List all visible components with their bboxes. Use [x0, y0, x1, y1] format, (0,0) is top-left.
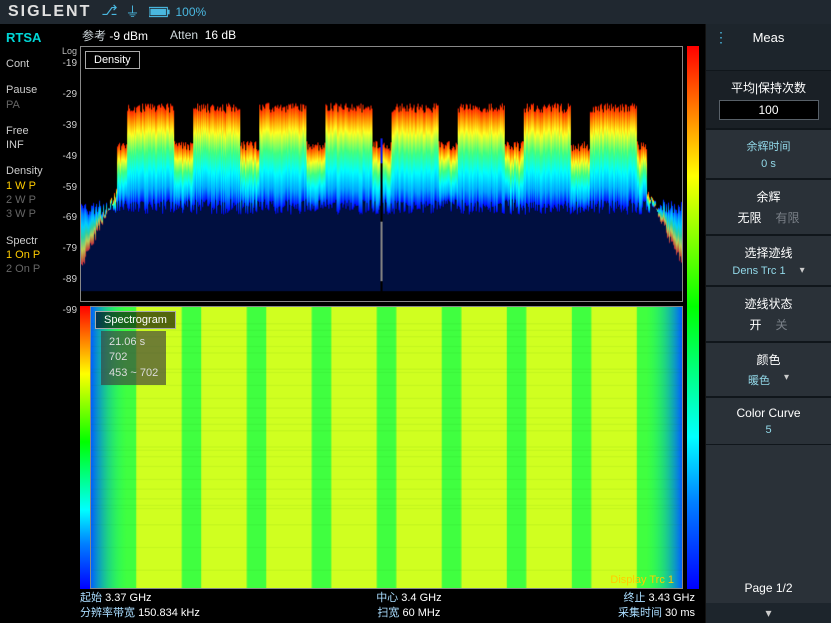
- power-icon: ⏚: [125, 2, 139, 22]
- menu-select-trace[interactable]: 选择迹线 Dens Trc 1▾: [706, 235, 831, 286]
- menu-dots-icon[interactable]: ⋮: [714, 29, 728, 46]
- parameter-bar: 参考 -9 dBm Atten 16 dB: [52, 24, 701, 46]
- chevron-icon: ▾: [800, 265, 805, 277]
- side-menu: ⋮ Meas 平均|保持次数 100 余辉时间 0 s 余辉 无限 有限 选择迹…: [705, 24, 831, 623]
- menu-persist-time[interactable]: 余辉时间 0 s: [706, 129, 831, 179]
- menu-avg-hold[interactable]: 平均|保持次数 100: [706, 70, 831, 129]
- spectrogram-plot[interactable]: Spectrogram 21.06 s 702 453 ~ 702 Displa…: [90, 306, 683, 589]
- ref-value: -9 dBm: [109, 29, 148, 43]
- menu-scroll-up[interactable]: [706, 50, 831, 70]
- y-tick: -29: [52, 89, 80, 100]
- spectrogram-info: 21.06 s 702 453 ~ 702: [101, 331, 166, 385]
- y-tick: -89: [52, 274, 80, 285]
- atten-value: 16 dB: [205, 28, 236, 42]
- network-icon: ⎇: [101, 2, 117, 22]
- chevron-icon: ▾: [784, 372, 789, 388]
- pause-status: Pause PA: [6, 83, 48, 112]
- bottom-info-bar: 起始 3.37 GHz 分辨率带宽 150.834 kHz 中心 3.4 GHz…: [52, 589, 701, 623]
- status-icons: ⎇ ⏚: [101, 2, 139, 22]
- density-title: Density: [85, 51, 140, 69]
- menu-afterglow[interactable]: 余辉 无限 有限: [706, 179, 831, 235]
- y-scale-label: Log: [52, 46, 80, 56]
- density-colorbar: [687, 46, 699, 589]
- ref-label: 参考: [82, 29, 106, 43]
- trigger-mode: Cont: [6, 57, 48, 71]
- side-menu-title[interactable]: ⋮ Meas: [706, 24, 831, 50]
- y-tick: -99: [52, 305, 80, 316]
- y-tick: -39: [52, 120, 80, 131]
- menu-color[interactable]: 颜色 暖色▾: [706, 342, 831, 397]
- brand-logo: SIGLENT: [8, 3, 91, 21]
- menu-scroll-down[interactable]: ▾: [706, 603, 831, 623]
- menu-trace-state[interactable]: 迹线状态 开 关: [706, 286, 831, 342]
- spectrogram-title: Spectrogram: [95, 311, 176, 329]
- y-tick: -59: [52, 182, 80, 193]
- left-status-column: RTSA Cont Pause PA Free INF Density 1 W …: [0, 24, 52, 623]
- avg-hold-value[interactable]: 100: [719, 100, 819, 120]
- atten-label: Atten: [170, 28, 198, 42]
- menu-color-curve[interactable]: Color Curve 5: [706, 397, 831, 445]
- density-plot[interactable]: Density: [80, 46, 683, 302]
- density-traces: Density 1 W P 2 W P 3 W P: [6, 164, 48, 221]
- mode-label: RTSA: [6, 30, 48, 45]
- spectrogram-colorbar: [80, 306, 90, 589]
- y-tick: -19: [52, 58, 80, 69]
- spectrogram-overlay-label: Display Trc 1: [610, 574, 674, 586]
- y-axis: Log -19 -29 -39 -49 -59 -69 -79 -89 -99: [52, 46, 80, 589]
- battery-pct: 100%: [175, 5, 206, 19]
- battery-indicator: 100%: [149, 5, 206, 19]
- y-tick: -79: [52, 243, 80, 254]
- y-tick: -69: [52, 212, 80, 223]
- spectrogram-traces: Spectr 1 On P 2 On P: [6, 234, 48, 277]
- y-tick: -49: [52, 151, 80, 162]
- top-bar: SIGLENT ⎇ ⏚ 100%: [0, 0, 831, 24]
- run-status: Free INF: [6, 124, 48, 153]
- menu-page[interactable]: Page 1/2: [706, 573, 831, 603]
